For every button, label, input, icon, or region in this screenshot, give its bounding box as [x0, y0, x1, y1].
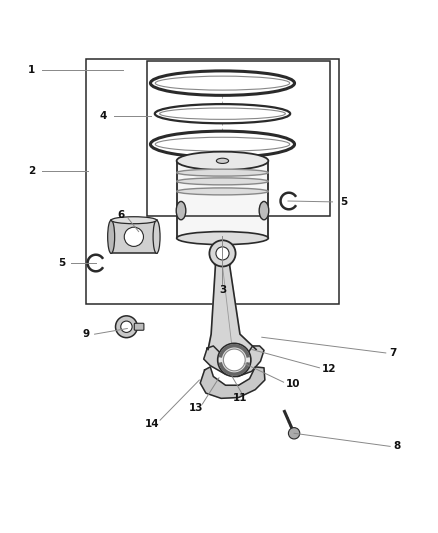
Polygon shape [204, 346, 264, 376]
Text: 13: 13 [189, 403, 204, 414]
Ellipse shape [150, 71, 294, 95]
Ellipse shape [176, 201, 186, 220]
Ellipse shape [159, 108, 286, 119]
FancyBboxPatch shape [134, 323, 144, 330]
Bar [111, 220, 156, 253]
Text: 5: 5 [58, 258, 65, 268]
Circle shape [218, 343, 251, 376]
Text: 2: 2 [28, 166, 35, 176]
Ellipse shape [111, 217, 156, 224]
Text: 10: 10 [286, 378, 300, 389]
Circle shape [209, 240, 236, 266]
Text: 6: 6 [117, 210, 124, 220]
Circle shape [121, 321, 132, 333]
Text: 12: 12 [322, 364, 336, 374]
Bar [86, 59, 339, 304]
Text: 7: 7 [389, 348, 396, 358]
Ellipse shape [177, 152, 268, 170]
Ellipse shape [150, 131, 294, 157]
Ellipse shape [216, 158, 229, 164]
Ellipse shape [177, 169, 268, 176]
Ellipse shape [155, 138, 290, 151]
Circle shape [116, 316, 138, 338]
Ellipse shape [177, 231, 268, 245]
Bar [147, 61, 330, 216]
Circle shape [288, 427, 300, 439]
Polygon shape [208, 264, 256, 350]
Ellipse shape [177, 178, 268, 185]
Text: 5: 5 [340, 197, 347, 207]
Polygon shape [200, 367, 265, 398]
Ellipse shape [155, 76, 290, 90]
Text: 14: 14 [145, 419, 159, 429]
Text: 8: 8 [393, 441, 401, 451]
Ellipse shape [259, 201, 269, 220]
Ellipse shape [153, 220, 160, 253]
Circle shape [124, 227, 144, 246]
Text: 9: 9 [83, 329, 90, 339]
Circle shape [216, 247, 229, 260]
Ellipse shape [155, 104, 290, 123]
Circle shape [223, 349, 245, 371]
Text: 3: 3 [219, 285, 226, 295]
Ellipse shape [108, 220, 115, 253]
Ellipse shape [177, 188, 268, 195]
Text: 4: 4 [99, 111, 107, 121]
Text: 1: 1 [28, 65, 35, 75]
Text: 11: 11 [233, 393, 247, 403]
